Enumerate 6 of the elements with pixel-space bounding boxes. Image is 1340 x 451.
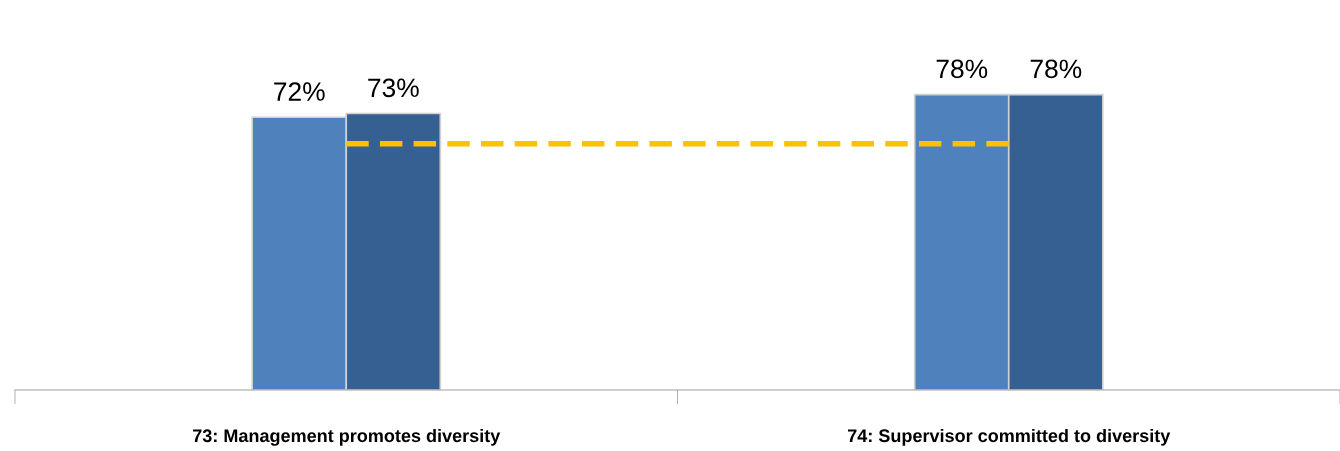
data-label: 73% <box>368 78 419 98</box>
data-label: 78% <box>936 59 988 79</box>
data-label: 78% <box>1030 59 1082 79</box>
x-tick-label: 73: Management promotes diversity <box>193 428 501 446</box>
x-tick-label: 74: Supervisor committed to diversity <box>847 428 1171 446</box>
data-label: 72% <box>274 82 325 101</box>
